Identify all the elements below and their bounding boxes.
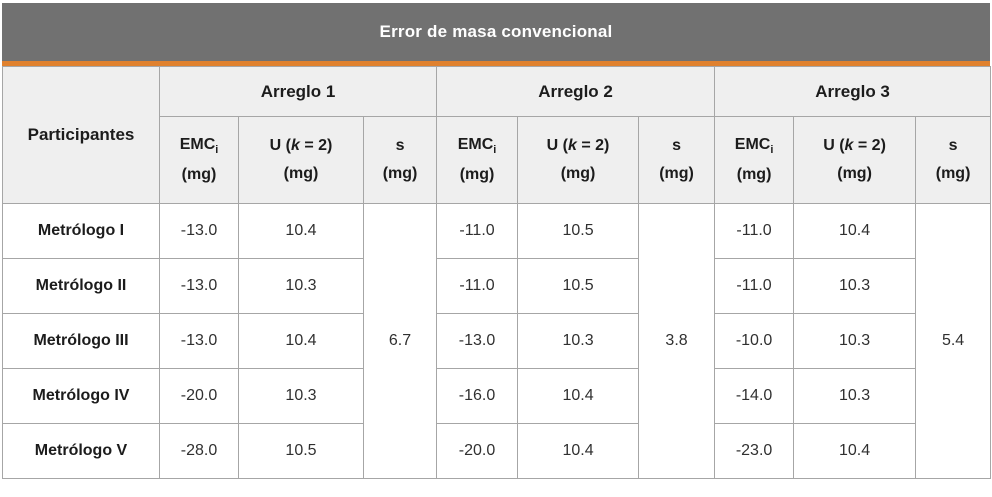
- emc-value-cell: -23.0: [714, 423, 795, 479]
- s-label: s: [948, 137, 958, 154]
- u-value-cell: 10.4: [238, 203, 364, 259]
- u-value-cell: 10.3: [793, 258, 917, 314]
- emc-subscript: i: [215, 144, 219, 157]
- u-unit: (mg): [283, 165, 319, 182]
- emc-value-cell: -10.0: [714, 313, 795, 369]
- emc-value-cell: -11.0: [714, 203, 795, 259]
- s-value-cell-arreglo-2: 3.8: [638, 203, 716, 479]
- u-value-cell: 10.3: [793, 368, 917, 424]
- u-value-cell: 10.5: [238, 423, 364, 479]
- emc-label: EMC: [179, 136, 216, 154]
- col-header-s-a1: s (mg): [362, 116, 438, 204]
- u-label-post: = 2): [853, 137, 886, 154]
- participant-cell: Metrólogo IV: [2, 368, 160, 424]
- emc-value-cell: -13.0: [159, 203, 239, 259]
- data-table: Participantes Arreglo 1 Arreglo 2 Arregl…: [2, 66, 992, 479]
- u-k-symbol: k: [568, 137, 577, 154]
- accent-bar: [2, 61, 990, 66]
- table-title-bar: Error de masa convencional: [2, 3, 990, 61]
- u-value-cell: 10.4: [793, 203, 917, 259]
- emc-unit: (mg): [181, 165, 217, 183]
- group-header-arreglo-2: Arreglo 2: [436, 66, 716, 117]
- emc-unit: (mg): [736, 165, 772, 183]
- table-title: Error de masa convencional: [379, 22, 613, 41]
- u-label-post: = 2): [299, 137, 333, 154]
- participant-cell: Metrólogo I: [2, 203, 160, 259]
- u-value-cell: 10.4: [793, 423, 917, 479]
- u-k-symbol: k: [290, 137, 300, 154]
- participant-cell: Metrólogo III: [2, 313, 160, 369]
- col-header-emc-a1: EMCi (mg): [159, 116, 239, 204]
- s-unit: (mg): [659, 165, 694, 182]
- s-value-cell-arreglo-3: 5.4: [915, 203, 992, 479]
- s-label: s: [672, 137, 681, 154]
- emc-value-cell: -13.0: [159, 313, 239, 369]
- u-value-cell: 10.4: [517, 368, 640, 424]
- col-header-u-a1: U (k = 2) (mg): [238, 116, 364, 204]
- emc-value-cell: -11.0: [714, 258, 795, 314]
- u-label-pre: U (: [546, 137, 568, 154]
- emc-value-cell: -14.0: [714, 368, 795, 424]
- emc-subscript: i: [770, 144, 774, 157]
- s-unit: (mg): [382, 165, 418, 182]
- col-header-u-a2: U (k = 2) (mg): [517, 116, 640, 204]
- col-header-emc-a2: EMCi (mg): [436, 116, 519, 204]
- emc-value-cell: -20.0: [159, 368, 239, 424]
- table-row: Metrólogo I -13.0 10.4 6.7 -11.0 10.5 3.…: [2, 203, 992, 479]
- s-label: s: [395, 137, 405, 154]
- u-unit: (mg): [560, 165, 596, 182]
- participants-header: Participantes: [2, 66, 160, 204]
- u-value-cell: 10.5: [517, 258, 640, 314]
- u-label-post: = 2): [576, 137, 610, 154]
- u-k-symbol: k: [844, 137, 854, 154]
- emc-value-cell: -16.0: [436, 368, 519, 424]
- col-header-s-a3: s (mg): [915, 116, 992, 204]
- col-header-u-a3: U (k = 2) (mg): [793, 116, 917, 204]
- conventional-mass-error-panel: Error de masa convencional Participantes…: [2, 3, 992, 479]
- participant-cell: Metrólogo II: [2, 258, 160, 314]
- u-value-cell: 10.3: [238, 368, 364, 424]
- table-row: Metrólogo III -13.0 10.4 -13.0 10.3 -10.…: [2, 313, 991, 369]
- col-header-emc-a3: EMCi (mg): [714, 116, 795, 204]
- participant-cell: Metrólogo V: [2, 423, 160, 479]
- emc-value-cell: -13.0: [436, 313, 519, 369]
- u-label-pre: U (: [269, 137, 291, 154]
- table-row: Metrólogo V -28.0 10.5 -20.0 10.4 -23.0 …: [2, 423, 991, 479]
- emc-value-cell: -28.0: [159, 423, 239, 479]
- u-value-cell: 10.4: [238, 313, 364, 369]
- table-row: Metrólogo IV -20.0 10.3 -16.0 10.4 -14.0…: [2, 368, 991, 424]
- s-unit: (mg): [935, 165, 971, 182]
- u-value-cell: 10.3: [793, 313, 917, 369]
- u-value-cell: 10.5: [517, 203, 640, 259]
- u-value-cell: 10.3: [517, 313, 640, 369]
- emc-subscript: i: [493, 144, 497, 157]
- emc-label: EMC: [457, 136, 494, 154]
- s-value-cell-arreglo-1: 6.7: [362, 203, 438, 479]
- emc-value-cell: -13.0: [159, 258, 239, 314]
- emc-value-cell: -11.0: [436, 203, 519, 259]
- emc-value-cell: -11.0: [436, 258, 519, 314]
- table-row: Metrólogo II -13.0 10.3 -11.0 10.5 -11.0…: [2, 258, 991, 314]
- emc-unit: (mg): [459, 165, 495, 183]
- u-value-cell: 10.4: [517, 423, 640, 479]
- emc-label: EMC: [734, 136, 771, 154]
- col-header-s-a2: s (mg): [638, 116, 716, 204]
- u-label-pre: U (: [823, 137, 845, 154]
- u-unit: (mg): [837, 165, 872, 182]
- u-value-cell: 10.3: [238, 258, 364, 314]
- group-header-arreglo-1: Arreglo 1: [158, 66, 438, 117]
- emc-value-cell: -20.0: [436, 423, 519, 479]
- group-header-arreglo-3: Arreglo 3: [714, 66, 992, 117]
